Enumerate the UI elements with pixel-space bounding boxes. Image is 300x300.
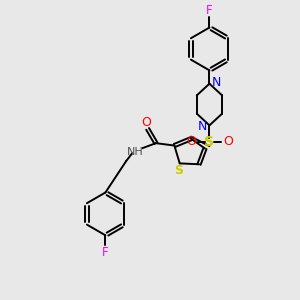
Text: N: N (211, 76, 221, 89)
Text: F: F (102, 246, 109, 259)
Text: O: O (223, 135, 233, 148)
Text: O: O (186, 135, 196, 148)
Text: F: F (206, 4, 213, 17)
Text: O: O (141, 116, 151, 130)
Text: NH: NH (128, 147, 144, 157)
Text: N: N (198, 120, 208, 133)
Text: S: S (204, 135, 214, 149)
Text: S: S (174, 164, 183, 177)
